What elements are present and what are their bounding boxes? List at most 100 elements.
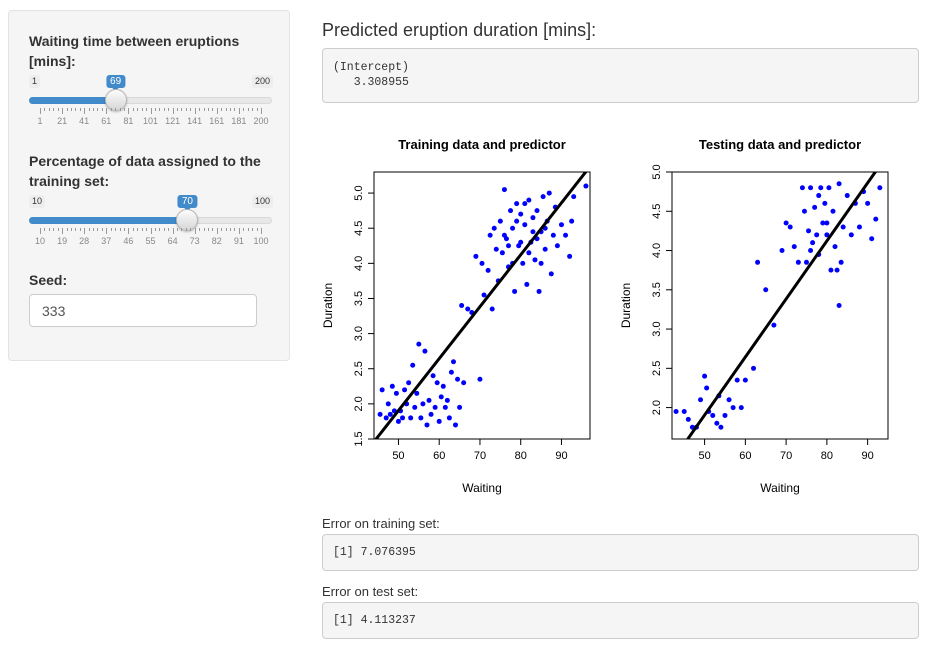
slider-tick bbox=[203, 108, 205, 111]
data-point bbox=[446, 415, 452, 421]
slider-tick bbox=[177, 228, 179, 231]
data-point bbox=[822, 200, 828, 206]
slider-tick bbox=[137, 228, 139, 231]
slider-tick bbox=[88, 108, 90, 111]
data-point bbox=[563, 232, 569, 238]
data-point bbox=[434, 380, 440, 386]
x-tick-label: 90 bbox=[555, 450, 567, 462]
slider-tick-label: 1 bbox=[37, 116, 43, 126]
slider-tick bbox=[75, 228, 77, 231]
slider-ticks bbox=[29, 108, 272, 114]
slider-tick-label: 19 bbox=[57, 236, 68, 246]
data-point bbox=[436, 418, 442, 424]
data-point bbox=[865, 200, 871, 206]
y-tick-label: 4.5 bbox=[353, 221, 365, 236]
y-tick-label: 2.0 bbox=[651, 400, 663, 415]
slider-handle[interactable] bbox=[176, 209, 199, 231]
data-point bbox=[824, 220, 830, 226]
slider-min-label: 10 bbox=[29, 195, 46, 208]
slider-tick bbox=[128, 228, 130, 234]
slider-tick-label: 61 bbox=[101, 116, 112, 126]
y-tick-label: 3.5 bbox=[353, 291, 365, 306]
slider-tick bbox=[168, 228, 170, 231]
data-point bbox=[465, 306, 471, 312]
slider-value-label: 70 bbox=[177, 195, 197, 212]
y-tick-label: 2.0 bbox=[353, 396, 365, 411]
slider-tick bbox=[163, 228, 165, 231]
slider-tick-label: 55 bbox=[145, 236, 156, 246]
plot-frame bbox=[671, 171, 889, 440]
slider-tick bbox=[97, 108, 99, 111]
data-point bbox=[485, 267, 491, 273]
data-point bbox=[569, 218, 575, 224]
data-point bbox=[448, 369, 454, 375]
slider-tick bbox=[194, 108, 196, 114]
slider-tick bbox=[40, 228, 41, 234]
slider-max-label: 200 bbox=[251, 75, 273, 88]
data-point bbox=[824, 232, 830, 238]
x-tick-label: 80 bbox=[821, 450, 833, 462]
percentage-slider[interactable]: 10 100 70 10 19 28 37 46 55 64 73 82 91 100 bbox=[29, 195, 273, 265]
slider-tick bbox=[185, 108, 187, 111]
plot-frame bbox=[373, 171, 591, 440]
slider-tick bbox=[84, 228, 86, 234]
plot-data-area bbox=[673, 172, 883, 439]
slider-fill bbox=[29, 97, 116, 104]
data-point bbox=[424, 422, 430, 428]
slider-tick bbox=[154, 108, 156, 111]
data-point bbox=[542, 246, 548, 252]
y-axis-label: Duration bbox=[322, 283, 335, 328]
data-point bbox=[814, 232, 820, 238]
slider-tick bbox=[57, 228, 59, 231]
slider-ticks bbox=[29, 228, 272, 234]
data-point bbox=[791, 244, 797, 250]
predictor-line bbox=[685, 172, 878, 439]
test-error-label: Error on test set: bbox=[322, 584, 419, 599]
prediction-heading: Predicted eruption duration [mins]: bbox=[322, 20, 597, 40]
waiting-time-label: Waiting time between eruptions [mins]: bbox=[29, 33, 240, 69]
plot-title: Training data and predictor bbox=[398, 137, 566, 152]
data-point bbox=[546, 190, 552, 196]
data-point bbox=[524, 281, 530, 287]
slider-tick bbox=[57, 108, 59, 111]
data-point bbox=[461, 380, 467, 386]
data-point bbox=[534, 208, 540, 214]
percentage-label: Percentage of data assigned to the train… bbox=[29, 153, 261, 189]
slider-tick bbox=[48, 228, 50, 231]
data-point bbox=[455, 376, 461, 382]
train-error-output: [1] 7.076395 bbox=[322, 534, 919, 571]
slider-tick bbox=[230, 108, 232, 111]
slider-tick bbox=[256, 228, 258, 231]
data-point bbox=[826, 185, 832, 191]
data-point bbox=[799, 185, 805, 191]
data-point bbox=[710, 412, 716, 418]
slider-tick bbox=[172, 108, 174, 114]
data-point bbox=[810, 240, 816, 246]
slider-tick bbox=[247, 108, 249, 111]
slider-tick bbox=[234, 228, 236, 231]
sidebar-panel: Waiting time between eruptions [mins]: 1… bbox=[8, 10, 290, 361]
slider-tick bbox=[252, 108, 254, 111]
slider-tick bbox=[123, 228, 125, 231]
data-point bbox=[526, 250, 532, 256]
data-point bbox=[453, 422, 459, 428]
data-point bbox=[410, 362, 416, 368]
data-point bbox=[416, 341, 422, 347]
data-point bbox=[730, 405, 736, 411]
slider-tick bbox=[84, 108, 86, 114]
slider-tick bbox=[216, 108, 218, 114]
seed-input[interactable] bbox=[29, 294, 257, 327]
slider-tick-label: 28 bbox=[79, 236, 90, 246]
slider-tick bbox=[243, 108, 245, 111]
slider-tick bbox=[141, 228, 143, 231]
y-tick-label: 3.0 bbox=[651, 321, 663, 336]
data-point bbox=[395, 418, 401, 424]
data-point bbox=[844, 193, 850, 199]
slider-tick-label: 64 bbox=[167, 236, 178, 246]
waiting-time-slider[interactable]: 1 200 69 1 21 41 61 81 101 121 141 161 181 200 bbox=[29, 75, 273, 145]
data-point bbox=[681, 409, 687, 415]
data-point bbox=[779, 248, 785, 254]
slider-tick bbox=[185, 228, 187, 231]
slider-tick bbox=[44, 108, 46, 111]
slider-tick bbox=[150, 108, 152, 114]
